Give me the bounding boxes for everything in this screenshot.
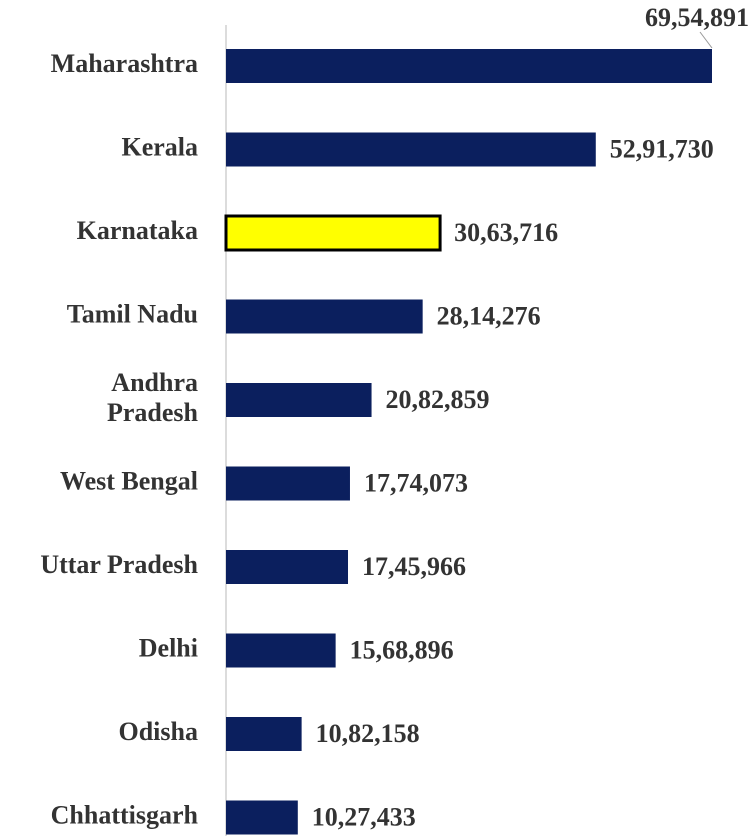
value-label: 28,14,276 (437, 301, 541, 330)
category-label: Karnataka (77, 216, 198, 245)
category-label: Uttar Pradesh (40, 550, 198, 579)
bar (226, 717, 302, 751)
category-label: Tamil Nadu (67, 299, 198, 328)
value-label: 17,45,966 (362, 552, 466, 581)
category-label: Chhattisgarh (51, 800, 199, 829)
bar (226, 633, 336, 668)
value-label: 52,91,730 (610, 134, 714, 163)
category-label: Delhi (139, 633, 198, 662)
category-label: West Bengal (60, 466, 198, 495)
leader-line (699, 31, 713, 49)
bar (226, 466, 350, 501)
value-label: 10,82,158 (316, 719, 420, 748)
bar (226, 132, 596, 167)
category-label: Odisha (119, 717, 199, 746)
bar (226, 299, 423, 334)
value-label: 10,27,433 (312, 802, 416, 831)
value-label: 15,68,896 (350, 635, 454, 664)
bar (224, 214, 442, 252)
category-label: Kerala (121, 132, 198, 161)
category-label: Andhra Pradesh (107, 368, 199, 427)
value-label: 69,54,891 (645, 3, 749, 32)
value-label: 20,82,859 (386, 385, 490, 414)
value-label: 17,74,073 (364, 468, 468, 497)
bar (226, 49, 712, 83)
category-label: Maharashtra (51, 49, 198, 78)
bar (226, 550, 349, 584)
value-label: 30,63,716 (454, 218, 558, 247)
bar (226, 383, 372, 417)
bar (226, 800, 298, 835)
